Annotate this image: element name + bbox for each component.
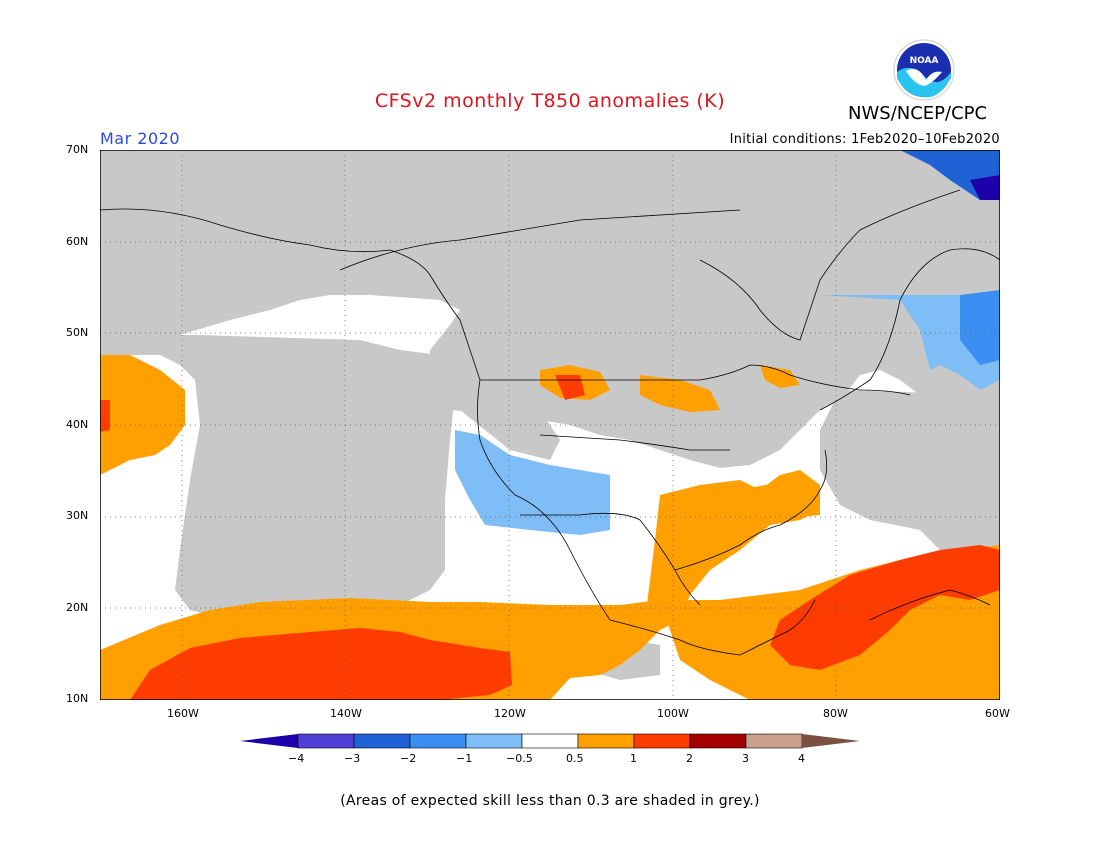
baffin-deep-cool xyxy=(970,175,1000,200)
lat-label-50n: 50N xyxy=(66,326,89,339)
labrador-cool xyxy=(960,290,1000,365)
graticule xyxy=(100,150,1000,700)
noaa-logo: NOAA xyxy=(893,39,955,101)
colorbar-bin-3 xyxy=(409,733,467,749)
eastern-canada-cool xyxy=(820,295,1000,390)
lat-label-40n: 40N xyxy=(66,418,89,431)
colorbar-tick: −4 xyxy=(288,752,305,765)
great-lakes-warm xyxy=(760,365,800,388)
lat-label-10n: 10N xyxy=(66,692,89,705)
lat-label-70n: 70N xyxy=(66,143,89,156)
colorbar-bin-5 xyxy=(521,733,579,749)
colorbar-tick: −3 xyxy=(344,752,361,765)
midwest-warm xyxy=(640,375,720,412)
colorbar-tick: −0.5 xyxy=(506,752,533,765)
lon-label-120w: 120W xyxy=(494,707,526,720)
initial-conditions: Initial conditions: 1Feb2020–10Feb2020 xyxy=(729,132,1000,147)
pacific-warm-core xyxy=(100,400,110,432)
colorbar-tick: 4 xyxy=(798,752,805,765)
colorbar-low-arrow xyxy=(240,734,298,748)
tropical-pacific-strong-warm xyxy=(130,628,512,700)
lat-label-20n: 20N xyxy=(66,601,89,614)
colorbar xyxy=(240,733,860,749)
lon-label-60w: 60W xyxy=(985,707,1010,720)
colorbar-bin-2 xyxy=(353,733,411,749)
lat-label-30n: 30N xyxy=(66,509,89,522)
colorbar-tick: 1 xyxy=(630,752,637,765)
colorbar-high-arrow xyxy=(802,734,860,748)
southeast-warm xyxy=(740,480,820,518)
agency-label: NWS/NCEP/CPC xyxy=(848,103,988,124)
wyoming-strong-warm xyxy=(555,375,585,400)
lat-label-60n: 60N xyxy=(66,235,89,248)
colorbar-bin-1 xyxy=(297,733,355,749)
colorbar-tick: 0.5 xyxy=(566,752,584,765)
coastlines xyxy=(100,189,1000,656)
caribbean-strong-warm xyxy=(770,545,1000,670)
anomaly-map xyxy=(100,150,1000,700)
noaa-logo-text: NOAA xyxy=(910,56,939,66)
colorbar-tick: 2 xyxy=(686,752,693,765)
pacific-warm-west xyxy=(100,355,185,475)
skill-footnote: (Areas of expected skill less than 0.3 a… xyxy=(340,793,760,809)
colorbar-bin-7 xyxy=(633,733,691,749)
colorbar-tick: −2 xyxy=(400,752,417,765)
colorbar-tick: 3 xyxy=(742,752,749,765)
southwest-us-cool xyxy=(455,430,610,535)
colorbar-bin-6 xyxy=(577,733,635,749)
lon-label-100w: 100W xyxy=(657,707,689,720)
map-title: CFSv2 monthly T850 anomalies (K) xyxy=(374,90,726,112)
lon-label-160w: 160W xyxy=(167,707,199,720)
negative-anomaly-areas xyxy=(455,150,1000,535)
forecast-month: Mar 2020 xyxy=(100,129,180,148)
positive-anomaly-areas xyxy=(100,355,1000,700)
colorbar-bin-8 xyxy=(689,733,747,749)
lon-label-80w: 80W xyxy=(823,707,848,720)
colorbar-bin-4 xyxy=(465,733,523,749)
colorbar-bin-9 xyxy=(745,733,803,749)
colorbar-tick: −1 xyxy=(456,752,473,765)
lon-label-140w: 140W xyxy=(330,707,362,720)
